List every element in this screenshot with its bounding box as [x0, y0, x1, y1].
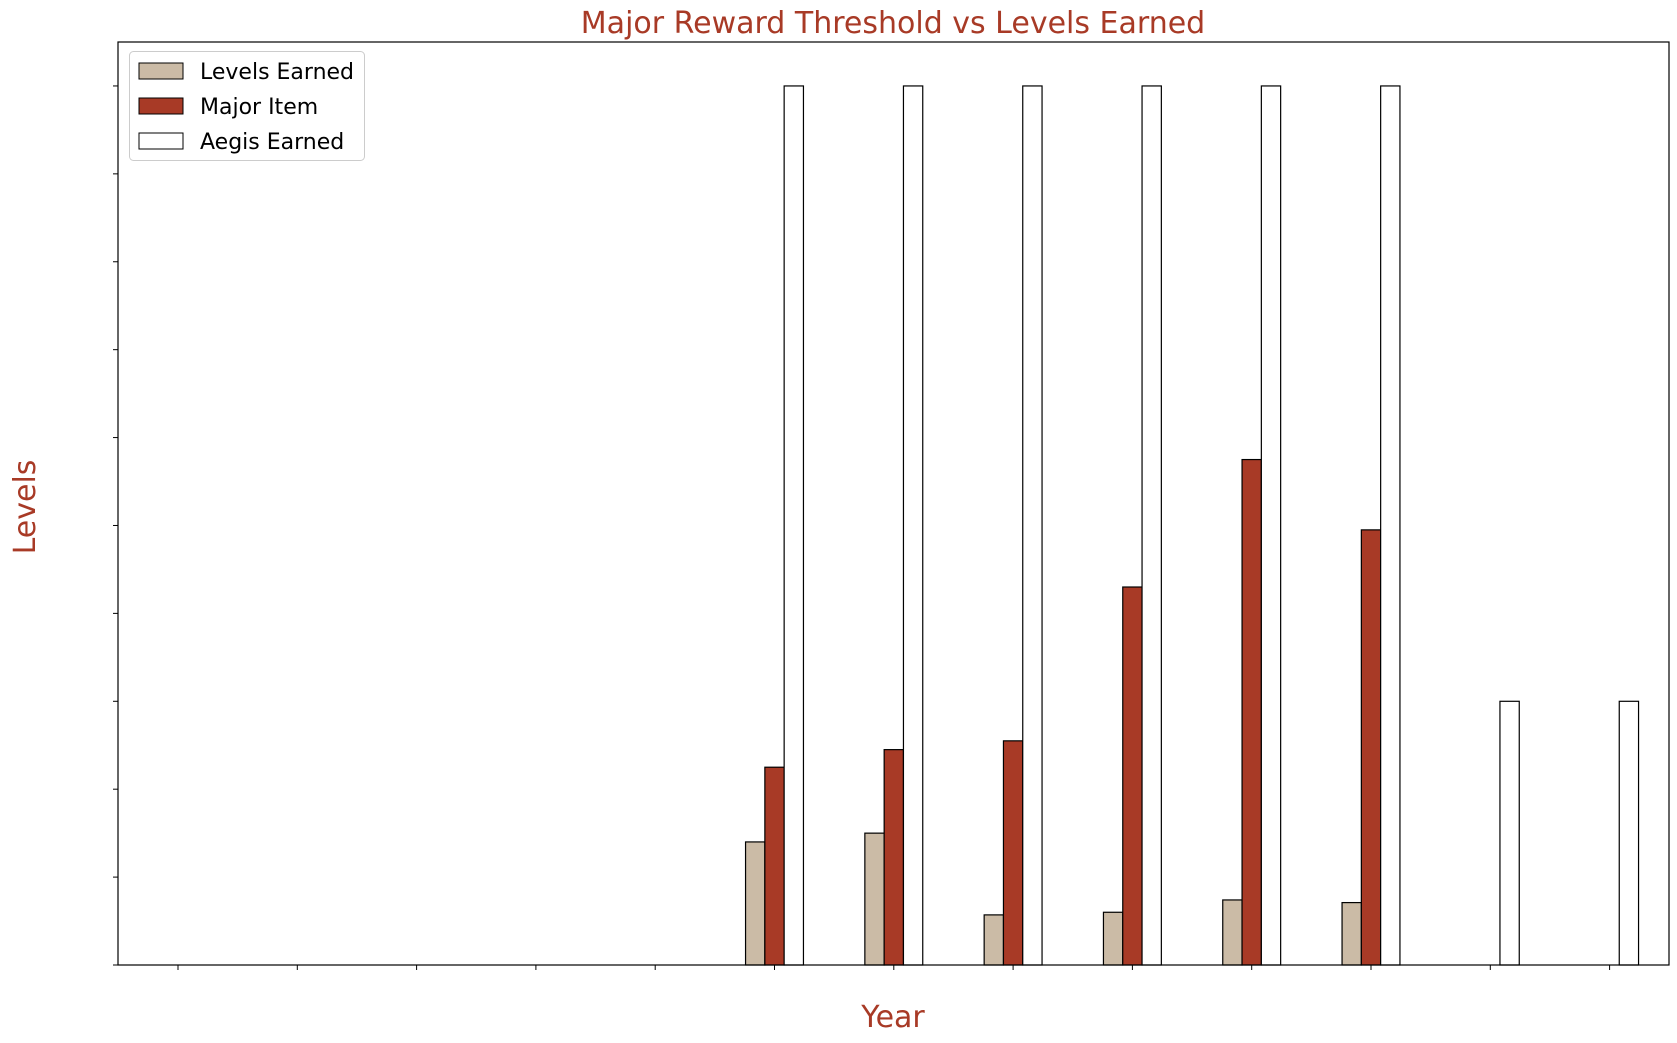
bar-aegis-earned-5	[783, 85, 805, 966]
legend-swatch-aegis-earned	[138, 132, 184, 150]
bar-aegis-earned-6	[902, 85, 924, 966]
bar-major-item-8	[1122, 586, 1143, 966]
legend-label-aegis-earned: Aegis Earned	[200, 130, 344, 155]
legend-swatch-levels-earned	[138, 62, 184, 80]
legend-label-major-item: Major Item	[200, 95, 318, 120]
bar-major-item-10	[1360, 529, 1382, 966]
plot-area-frame	[117, 41, 1670, 966]
ticks-layer	[113, 85, 1611, 970]
bar-aegis-earned-8	[1141, 85, 1162, 966]
bar-levels-earned-9	[1222, 899, 1243, 966]
legend-label-levels-earned: Levels Earned	[200, 60, 354, 85]
bar-aegis-earned-9	[1260, 85, 1282, 966]
bar-major-item-7	[1002, 740, 1024, 966]
bar-major-item-5	[764, 766, 785, 966]
bar-levels-earned-7	[983, 914, 1005, 966]
bars-layer	[744, 85, 1640, 966]
legend-box	[129, 51, 365, 161]
bar-aegis-earned-10	[1380, 85, 1401, 966]
bar-major-item-9	[1241, 458, 1262, 966]
legend: Levels Earned Major Item Aegis Earned	[129, 51, 365, 161]
bar-levels-earned-5	[744, 841, 766, 966]
chart-title: Major Reward Threshold vs Levels Earned	[581, 6, 1205, 41]
bar-aegis-earned-11	[1499, 700, 1520, 966]
bar-aegis-earned-7	[1022, 85, 1043, 966]
bar-aegis-earned-12	[1618, 700, 1640, 966]
bar-levels-earned-10	[1341, 901, 1362, 966]
x-axis-label: Year	[860, 1000, 925, 1035]
y-axis-label: Levels	[8, 460, 43, 555]
bar-major-item-6	[883, 749, 905, 966]
bar-levels-earned-8	[1102, 911, 1124, 966]
legend-swatch-major-item	[138, 97, 184, 115]
bar-levels-earned-6	[864, 832, 885, 966]
